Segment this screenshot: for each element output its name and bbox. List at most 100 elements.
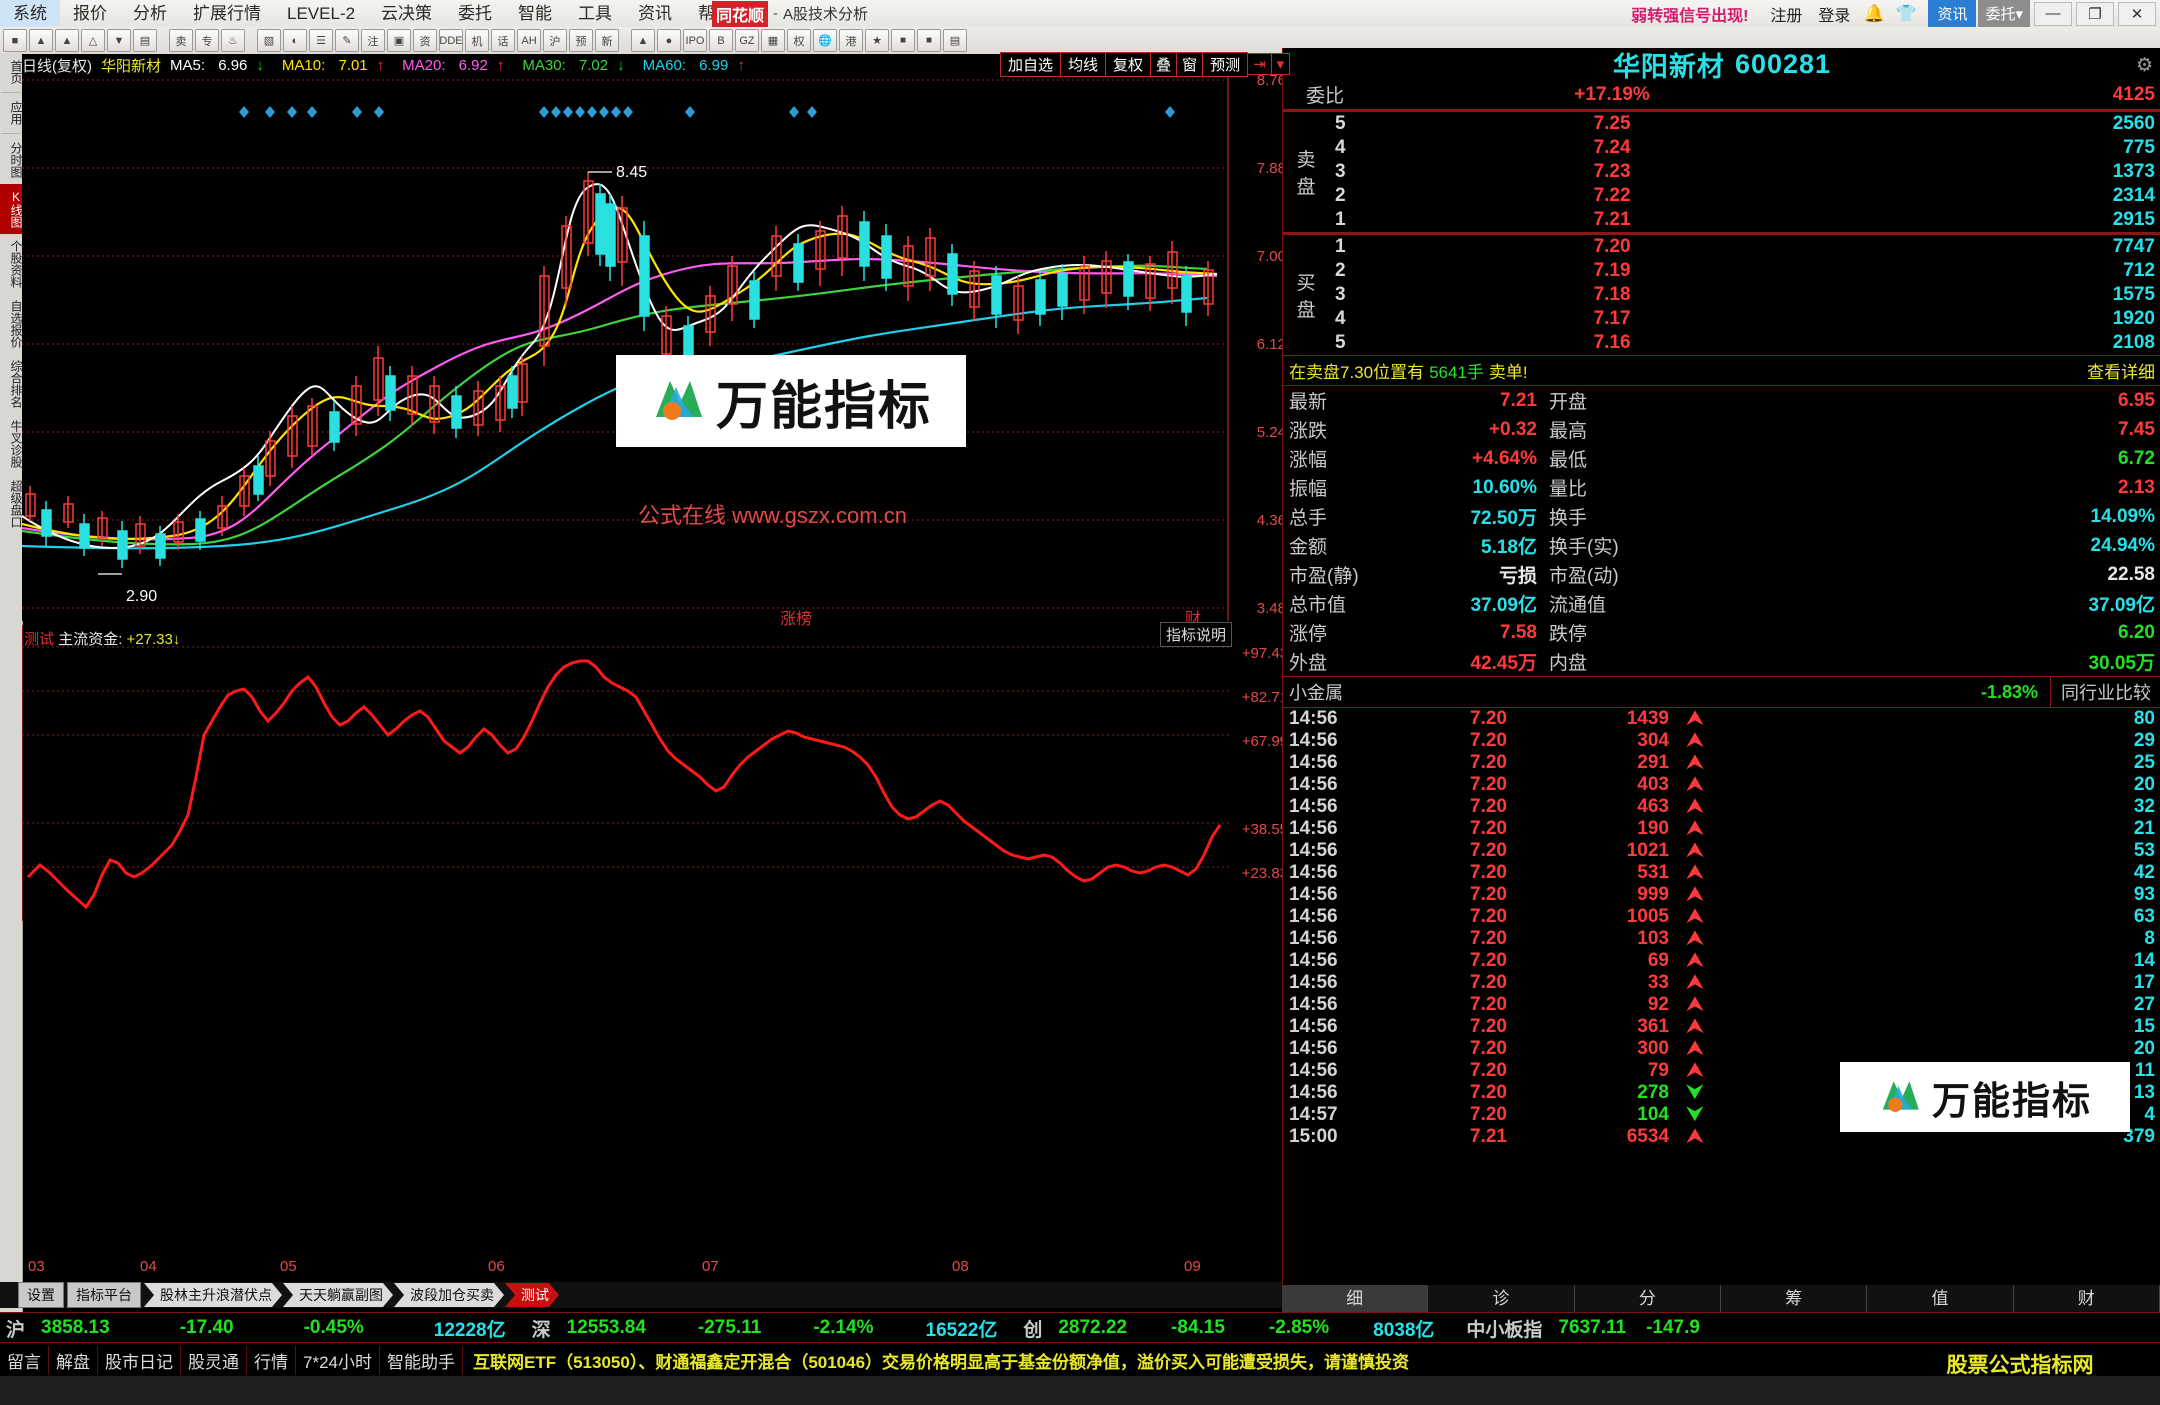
hu-icon[interactable]: 沪 [543, 29, 567, 52]
menu-item-1[interactable]: 报价 [73, 4, 107, 23]
chart-icon[interactable]: ▤ [133, 29, 157, 52]
buy-row-3[interactable]: 3 7.18 1575 [1283, 283, 2160, 307]
zi-icon[interactable]: 资 [413, 29, 437, 52]
status-button-assistant[interactable]: 智能助手 [380, 1345, 463, 1375]
sell-icon[interactable]: 卖 [169, 29, 193, 52]
shen-icon[interactable]: 预 [569, 29, 593, 52]
register-link[interactable]: 注册 [1770, 7, 1803, 25]
overlay-button[interactable]: 叠 [1150, 51, 1178, 77]
bbd-icon[interactable]: DDE [439, 29, 463, 52]
sidebar-item-ranking[interactable]: 综合排名 [9, 360, 23, 408]
shirt-icon[interactable]: 👕 [1895, 3, 1918, 23]
bar-icon[interactable]: ▦ [761, 29, 785, 52]
sidebar-item-apps[interactable]: 应用 [9, 101, 23, 125]
gear-icon[interactable]: ⚙ [2135, 55, 2153, 76]
candlestick-chart[interactable]: 8.45 2.90 [22, 76, 1230, 621]
adjust-button[interactable]: 复权 [1105, 51, 1152, 77]
tab-diagnose[interactable]: 诊 [1428, 1285, 1575, 1312]
sector-compare-link[interactable]: 同行业比较 [2050, 677, 2160, 707]
ji-icon[interactable]: 机 [465, 29, 489, 52]
ah-icon[interactable]: AH [517, 29, 541, 52]
tishi-icon[interactable]: 话 [491, 29, 515, 52]
star-icon[interactable]: ★ [865, 29, 889, 52]
flag-uk-icon[interactable]: ■ [891, 29, 915, 52]
sell-row-4[interactable]: 4 7.24 775 [1283, 136, 2160, 160]
tab-finance[interactable]: 财 [2014, 1285, 2160, 1312]
tab-gulin[interactable]: 股林主升浪潜伏点 [144, 1283, 282, 1307]
status-button-quotes[interactable]: 行情 [247, 1345, 296, 1375]
quan-icon[interactable]: 权 [787, 29, 811, 52]
next-arrow-icon[interactable]: ⇥ [1247, 53, 1272, 75]
buy-row-2[interactable]: 2 7.19 712 [1283, 259, 2160, 283]
menu-item-3[interactable]: 扩展行情 [193, 4, 261, 23]
status-button-gulingtong[interactable]: 股灵通 [181, 1345, 247, 1375]
tab-boduan[interactable]: 波段加仓买卖 [394, 1283, 504, 1307]
sell-row-1[interactable]: 1 7.21 2915 [1283, 208, 2160, 232]
window-close-button[interactable]: ✕ [2118, 1, 2156, 26]
home-icon[interactable]: ■ [3, 29, 27, 52]
misc-icon[interactable]: ▤ [943, 29, 967, 52]
signal-warning[interactable]: 弱转强信号出现! [1631, 7, 1749, 25]
forecast-button[interactable]: 预测 [1202, 51, 1249, 77]
sidebar-item-watchlist[interactable]: 自选报价 [9, 300, 23, 348]
menu-item-2[interactable]: 分析 [133, 4, 167, 23]
menu-item-9[interactable]: 资讯 [638, 4, 673, 23]
pie-icon[interactable]: ◐ [283, 29, 307, 52]
add-watchlist-button[interactable]: 加自选 [1000, 51, 1062, 77]
notice-detail-link[interactable]: 查看详细 [2087, 363, 2155, 382]
sidebar-item-home[interactable]: 首页 [9, 60, 23, 84]
trade-button[interactable]: 委托▾ [1978, 0, 2030, 27]
window-maximize-button[interactable]: ❐ [2076, 1, 2114, 26]
login-link[interactable]: 登录 [1818, 7, 1851, 25]
flame-icon[interactable]: ♨ [221, 29, 245, 52]
menu-item-5[interactable]: 云决策 [381, 4, 433, 23]
indicator-platform-button[interactable]: 指标平台 [67, 1282, 141, 1308]
large-order-notice[interactable]: 在卖盘7.30位置有 5641手 卖单! 查看详细 [1283, 355, 2160, 386]
up-house-icon[interactable]: ▲ [29, 29, 53, 52]
tab-分[interactable]: 分 [1575, 1285, 1721, 1312]
indicator-note-button[interactable]: 指标说明 [1160, 622, 1233, 647]
sidebar-item-timeline[interactable]: 分时图 [9, 142, 23, 178]
sector-bar[interactable]: 小金属 -1.83% 同行业比较 [1283, 676, 2160, 708]
zhu-icon[interactable]: 注 [361, 29, 385, 52]
window-minimize-button[interactable]: — [2034, 1, 2072, 26]
screen-icon[interactable]: ▣ [387, 29, 411, 52]
status-button-diary[interactable]: 股市日记 [98, 1345, 181, 1375]
menu-item-0[interactable]: 系统 [0, 0, 60, 27]
fund-icon[interactable]: ● [657, 29, 681, 52]
scrolling-news-message[interactable]: 互联网ETF（513050）、财通福鑫定开混合（501046）交易价格明显高于基… [472, 1352, 1410, 1372]
menu-item-8[interactable]: 工具 [578, 4, 613, 23]
time-and-sales-table[interactable]: 14:56 7.20 1439 ⮝ 80 14:56 7.20 304 ⮝ 29 14:56 7.… [1283, 708, 2160, 1148]
status-button-message[interactable]: 留言 [0, 1345, 49, 1375]
b-icon[interactable]: B [709, 29, 733, 52]
status-button-analysis[interactable]: 解盘 [49, 1345, 98, 1375]
sell-row-2[interactable]: 2 7.22 2314 [1283, 184, 2160, 208]
sidebar-item-stockinfo[interactable]: 个股资料 [9, 240, 23, 288]
news-button[interactable]: 资讯 [1928, 0, 1977, 27]
sell-row-5[interactable]: 卖盘 5 7.25 2560 [1283, 112, 2160, 198]
globe-icon[interactable]: 🌐 [813, 29, 837, 52]
report-icon[interactable]: ▧ [257, 29, 281, 52]
buy-row-4[interactable]: 4 7.17 1920 [1283, 307, 2160, 331]
bell-icon[interactable]: 🔔 [1863, 3, 1886, 23]
tab-value[interactable]: 值 [1867, 1285, 2014, 1312]
buy-icon[interactable]: 专 [195, 29, 219, 52]
chevron-down-icon[interactable]: ▾ [1270, 53, 1291, 75]
tab-ceshi[interactable]: 测试 [505, 1283, 559, 1307]
hk-icon[interactable]: 港 [839, 29, 863, 52]
tab-tiantian[interactable]: 天天躺赢副图 [283, 1283, 393, 1307]
ma-button[interactable]: 均线 [1060, 51, 1107, 77]
sell-row-3[interactable]: 3 7.23 1373 [1283, 160, 2160, 184]
flag-us-icon[interactable]: ■ [917, 29, 941, 52]
sidebar-item-diagnose[interactable]: 牛叉诊股 [9, 420, 23, 468]
buy-row-5[interactable]: 5 7.16 2108 [1283, 331, 2160, 355]
window-button[interactable]: 窗 [1176, 51, 1204, 77]
status-button-24h[interactable]: 7*24小时 [296, 1345, 380, 1375]
bell-icon[interactable]: ▼ [107, 29, 131, 52]
tab-chips[interactable]: 筹 [1721, 1285, 1868, 1312]
folder-icon[interactable]: ▲ [55, 29, 79, 52]
ipo2-icon[interactable]: IPO [683, 29, 707, 52]
sidebar-item-kline[interactable]: K线图 [0, 184, 23, 234]
buy-row-1[interactable]: 买盘 1 7.20 7747 [1283, 235, 2160, 321]
sidebar-item-orderbook[interactable]: 超级盘口 [9, 480, 23, 528]
